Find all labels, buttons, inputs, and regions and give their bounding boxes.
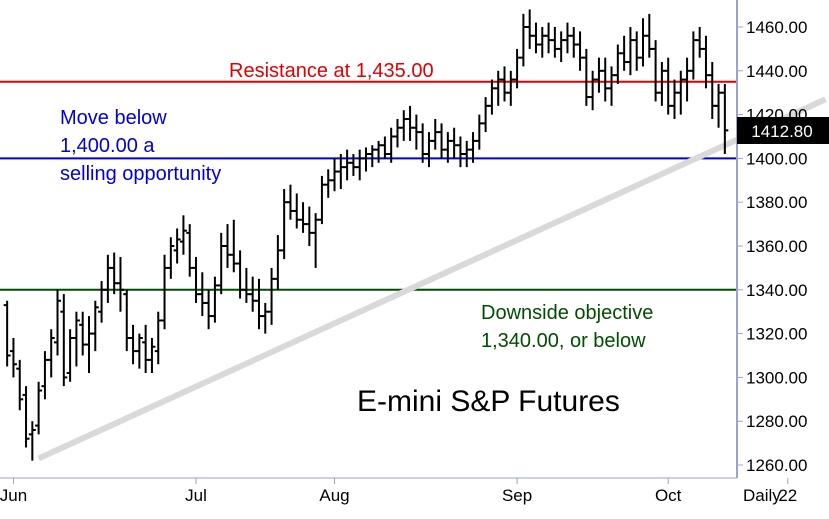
last-price-box <box>737 117 829 144</box>
objective-annotation-line1: Downside objective <box>481 302 653 324</box>
resistance-annotation: Resistance at 1,435.00 <box>229 60 434 82</box>
ohlc-bar <box>54 289 62 356</box>
x-tick-label: Sep <box>502 486 532 505</box>
y-tick-label: 1440.00 <box>746 62 807 81</box>
y-tick-label: 1360.00 <box>746 237 807 256</box>
y-tick-label: 1300.00 <box>746 368 807 387</box>
x-tick-label: Oct <box>655 486 682 505</box>
ohlc-bar <box>148 337 156 374</box>
x-tick-label: 22 <box>778 486 797 505</box>
y-tick-label: 1460.00 <box>746 18 807 37</box>
y-tick-label: 1320.00 <box>746 325 807 344</box>
last-price-label: 1412.80 <box>751 122 812 141</box>
ohlc-bar <box>22 386 30 448</box>
move-below-annotation-line1: Move below <box>60 107 167 129</box>
ohlc-bar <box>47 329 55 378</box>
y-tick-label: 1400.00 <box>746 149 807 168</box>
move-below-annotation-line2: 1,400.00 a <box>60 135 155 157</box>
ohlc-bar <box>9 337 17 378</box>
y-tick-label: 1380.00 <box>746 193 807 212</box>
ohlc-bar <box>3 300 11 367</box>
chart-title: E-mini S&P Futures <box>357 385 620 418</box>
ohlc-bar <box>721 83 729 155</box>
uptrend-line <box>37 96 827 462</box>
y-tick-label: 1260.00 <box>746 456 807 475</box>
ohlc-bar <box>116 256 124 312</box>
ohlc-bar <box>60 294 68 387</box>
ohlc-bar <box>72 311 80 367</box>
ohlc-bar <box>28 421 36 461</box>
x-tick-label: Aug <box>319 486 349 505</box>
ohlc-bar <box>91 300 99 352</box>
ohlc-bar <box>135 333 143 369</box>
ohlc-bar <box>167 237 175 279</box>
x-tick-label: Jul <box>185 486 207 505</box>
objective-annotation-line2: 1,340.00, or below <box>481 330 646 352</box>
frequency-label: Daily <box>743 486 781 505</box>
ohlc-bar <box>179 215 187 255</box>
move-below-annotation-line3: selling opportunity <box>60 163 221 185</box>
ohlc-bar <box>35 381 43 435</box>
y-tick-label: 1280.00 <box>746 412 807 431</box>
y-tick-label: 1340.00 <box>746 281 807 300</box>
x-tick-label: Jun <box>0 486 27 505</box>
ohlc-bar <box>173 228 181 264</box>
ohlc-bar <box>16 359 24 411</box>
